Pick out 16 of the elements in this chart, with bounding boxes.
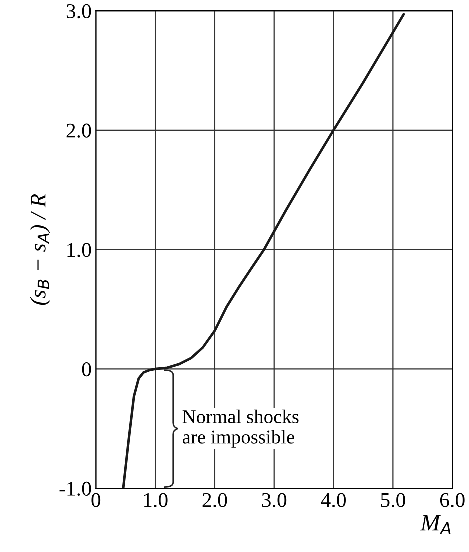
x-tick-label: 5.0 (381, 493, 406, 508)
y-tick-label: 2.0 (66, 124, 92, 138)
y-tick-label: 0 (82, 362, 92, 377)
y-tick-label: -1.0 (60, 482, 92, 496)
y-tick-label: 3.0 (66, 4, 92, 19)
x-tick-label: 2.0 (202, 493, 228, 508)
x-tick-label: 6.0 (440, 493, 465, 508)
x-tick-label: 4.0 (321, 493, 346, 508)
x-tick-label: 1.0 (144, 493, 168, 508)
x-axis-title: M$_{A}$ (420, 515, 451, 534)
line-series (122, 13, 406, 489)
x-tick-label: 3.0 (262, 493, 287, 508)
y-axis-title: (s$_{B}$ − s$_{A}$) / R (30, 194, 50, 306)
y-tick-label: 1.0 (68, 243, 92, 258)
annotation: Normal shocks are impossible (182, 410, 299, 448)
x-tick-label: 0 (92, 493, 101, 508)
